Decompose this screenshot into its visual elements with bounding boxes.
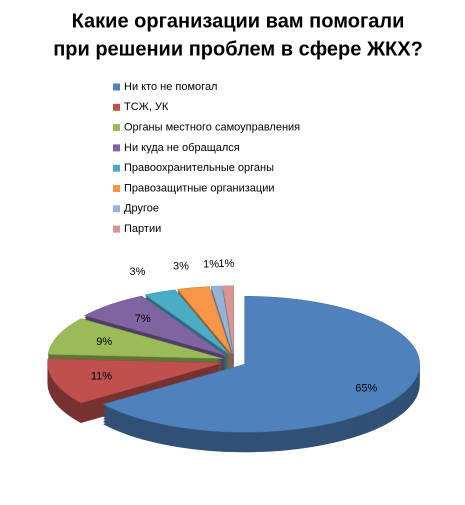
chart-title: при решении проблем в сфере ЖКХ? [53,38,423,60]
legend-swatch [113,225,120,233]
legend-label: Другое [124,203,159,215]
slice-side [210,289,233,358]
slice [47,358,223,404]
legend-swatch [113,124,120,132]
legend-swatch [113,103,120,111]
slice-side [210,287,233,356]
slice [102,296,420,433]
slice [144,289,230,355]
legend-swatch [113,144,120,152]
slice [210,285,234,354]
legend-swatch [113,205,120,213]
slice [47,318,223,359]
data-label: 7% [135,313,151,325]
data-label: 1% [218,258,234,270]
legend-label: Правоохранительные органы [124,162,274,174]
slice [222,285,234,354]
slice [83,295,227,356]
data-label: 3% [130,266,146,278]
legend-label: ТСЖ, УК [124,101,169,113]
data-label: 9% [96,336,112,348]
legend-label: Правозащитные организации [124,182,275,194]
chart-title: Какие организации вам помогали [72,10,405,32]
slice [176,286,232,355]
legend-label: Партии [124,223,161,235]
data-label: 11% [91,371,112,383]
legend-label: Органы местного самоуправления [124,122,300,134]
legend-swatch [113,83,120,91]
legend-label: Ни кто не помогал [124,81,217,93]
data-label: 3% [173,260,189,272]
legend-swatch [113,164,120,172]
legend-label: Ни куда не обращался [124,142,240,154]
data-label: 1% [203,258,219,270]
data-label: 65% [355,382,377,394]
legend-swatch [113,185,120,192]
